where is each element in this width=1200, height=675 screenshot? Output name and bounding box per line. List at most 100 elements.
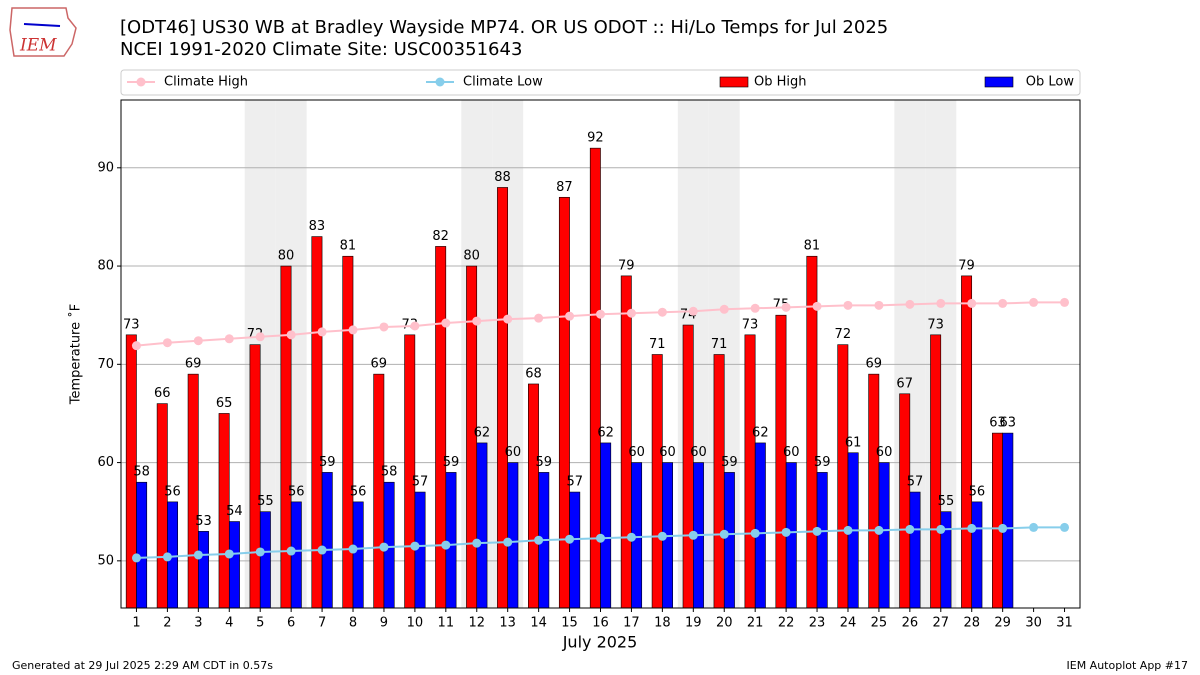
legend-label: Climate High [164,75,248,90]
line-point [657,531,667,541]
bar-label: 59 [319,455,336,470]
x-tick-label: 10 [407,616,424,631]
bar [754,442,766,609]
line-point [224,549,234,559]
bar-label: 87 [556,180,573,195]
line-point [1029,297,1039,307]
bar-label: 56 [164,484,181,499]
y-tick-label: 90 [97,160,114,175]
x-tick-label: 25 [871,616,888,631]
line-point [503,537,513,547]
bar-label: 60 [505,445,522,460]
bar-label: 69 [371,357,388,372]
bar [713,354,725,609]
x-tick-label: 12 [468,616,485,631]
bar-label: 54 [226,504,243,519]
x-tick-label: 16 [592,616,609,631]
bar [600,442,612,609]
bar [682,324,694,609]
x-tick-label: 22 [778,616,795,631]
line-point [348,325,358,335]
line-point [812,526,822,536]
bar [187,373,199,609]
line-point [812,301,822,311]
bar-label: 79 [958,258,975,273]
line-point [967,298,977,308]
x-tick-label: 26 [902,616,919,631]
line-point [317,545,327,555]
bar-label: 62 [752,425,769,440]
bar [971,501,983,609]
bar-label: 62 [474,425,491,440]
line-point [131,341,141,351]
bar [528,383,539,609]
line-point [750,303,760,313]
x-tick-label: 11 [438,616,455,631]
line-point [596,533,605,543]
line-point [657,307,667,317]
line-point [193,550,203,560]
x-tick-label: 3 [194,616,202,631]
line-point [688,306,698,316]
line-point [874,300,884,310]
line-point [162,552,172,562]
line-point [348,544,358,554]
x-tick-label: 8 [349,616,357,631]
bar-label: 58 [381,465,398,480]
legend-swatch [719,76,749,88]
bar-label: 59 [814,455,831,470]
bar-label: 68 [525,366,542,381]
bar [342,255,354,609]
x-tick-label: 5 [256,616,264,631]
bar-label: 63 [1000,416,1017,431]
bar [909,491,921,609]
x-tick-label: 19 [685,616,702,631]
line-point [967,523,977,533]
line-point [719,304,729,314]
x-tick-label: 18 [654,616,671,631]
x-tick-label: 30 [1025,616,1042,631]
line-point [441,540,451,550]
bar-label: 72 [835,327,852,342]
line-point [162,338,172,348]
legend [120,69,1081,96]
line-point [998,523,1008,533]
bar-label: 56 [288,484,305,499]
y-axis-label: Temperature ˚F [68,304,84,405]
bar [228,521,240,609]
bar-label: 53 [195,514,212,529]
x-tick-label: 29 [994,616,1011,631]
bar [868,373,880,609]
bar [507,462,519,609]
legend-swatch [984,76,1014,88]
bar-label: 81 [804,239,821,254]
bar-label: 73 [927,317,944,332]
logo-text: IEM [19,36,57,56]
line-point [255,332,265,342]
x-tick-label: 9 [380,616,388,631]
line-point [255,547,265,557]
bar-label: 55 [938,494,955,509]
bar-label: 60 [659,445,676,460]
bar [259,511,271,609]
bar [569,491,581,609]
line-point [905,524,915,534]
bar [992,432,1003,609]
bar-label: 88 [494,170,511,185]
line-point [936,298,946,308]
bar-label: 79 [618,258,635,273]
bar [249,344,261,609]
bar [651,354,663,609]
bar [878,462,890,609]
bar-label: 67 [896,376,913,391]
legend-label: Climate Low [463,75,543,90]
bar [816,472,828,609]
x-tick-label: 31 [1056,616,1073,631]
line-point [905,299,915,309]
bar-label: 60 [876,445,893,460]
x-tick-label: 23 [809,616,826,631]
x-tick-label: 2 [163,616,171,631]
line-point [565,311,575,321]
line-point [193,336,203,346]
x-tick-label: 4 [225,616,233,631]
